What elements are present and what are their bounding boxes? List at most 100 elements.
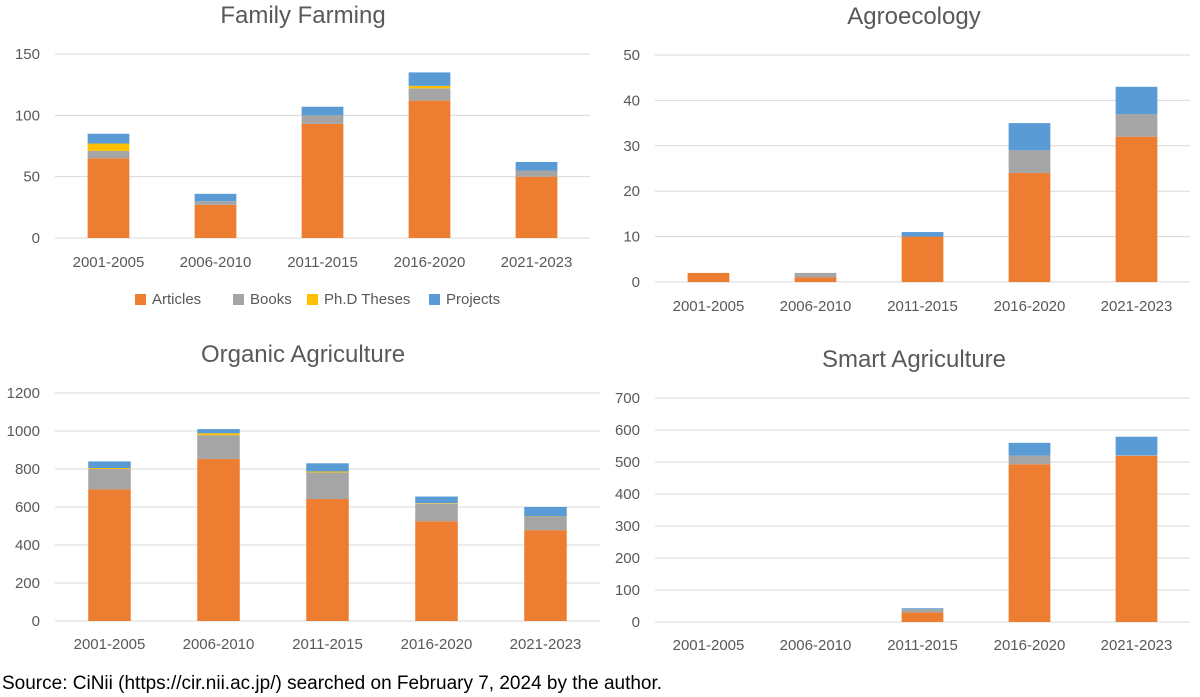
organic-agriculture-title: Organic Agriculture	[201, 341, 405, 368]
smart-agriculture-bar-books-2016-2020	[1008, 455, 1051, 465]
organic-agriculture-bar-books-2021-2023	[524, 516, 567, 531]
family-farming-bar-ph-d-theses-2016-2020	[408, 85, 451, 89]
organic-agriculture-bar-ph-d-theses-2011-2015	[306, 471, 349, 473]
organic-agriculture-xtick-label: 2006-2010	[183, 636, 255, 653]
organic-agriculture-bar-books-2001-2005	[88, 469, 131, 490]
organic-agriculture-ytick-label: 800	[15, 461, 40, 478]
family-farming-bar-articles-2006-2010	[194, 204, 237, 238]
family-farming-bar-projects-2006-2010	[194, 193, 237, 202]
family-farming-bar-projects-2016-2020	[408, 72, 451, 86]
agroecology-bar-books-2021-2023	[1115, 114, 1158, 137]
smart-agriculture-ytick-label: 700	[615, 390, 640, 407]
family-farming-bar-projects-2021-2023	[515, 161, 558, 171]
smart-agriculture-ytick-label: 100	[615, 582, 640, 599]
family-farming-bar-projects-2001-2005	[87, 133, 130, 144]
smart-agriculture-xtick-label: 2011-2015	[887, 637, 958, 654]
organic-agriculture-ytick-label: 0	[32, 613, 40, 630]
family-farming-legend-swatch-articles	[135, 294, 146, 305]
organic-agriculture-ytick-label: 1000	[7, 423, 40, 440]
family-farming-ytick-label: 50	[23, 169, 40, 186]
family-farming-xtick-label: 2016-2020	[394, 254, 466, 271]
organic-agriculture-bar-ph-d-theses-2001-2005	[88, 468, 131, 469]
smart-agriculture-xtick-label: 2006-2010	[780, 637, 852, 654]
organic-agriculture-bar-projects-2001-2005	[88, 461, 131, 469]
organic-agriculture-bar-projects-2016-2020	[415, 496, 458, 504]
organic-agriculture-bar-books-2016-2020	[415, 503, 458, 522]
family-farming-ytick-label: 150	[15, 46, 40, 63]
organic-agriculture-xtick-label: 2016-2020	[401, 636, 473, 653]
family-farming-xtick-label: 2011-2015	[287, 254, 358, 271]
family-farming-bar-ph-d-theses-2001-2005	[87, 143, 130, 151]
smart-agriculture-bar-articles-2011-2015	[901, 612, 944, 622]
organic-agriculture-ytick-label: 400	[15, 537, 40, 554]
agroecology-bar-articles-2021-2023	[1115, 136, 1158, 282]
family-farming-xtick-label: 2006-2010	[180, 254, 252, 271]
agroecology-xtick-label: 2011-2015	[887, 298, 958, 315]
agroecology-xtick-label: 2016-2020	[994, 298, 1066, 315]
smart-agriculture-bar-books-2011-2015	[901, 609, 944, 613]
organic-agriculture-bar-projects-2006-2010	[197, 429, 240, 434]
family-farming-ytick-label: 0	[32, 230, 40, 247]
family-farming-bar-books-2016-2020	[408, 88, 451, 101]
agroecology-bar-projects-2011-2015	[901, 232, 944, 237]
smart-agriculture-ytick-label: 500	[615, 454, 640, 471]
organic-agriculture-bar-ph-d-theses-2016-2020	[415, 503, 458, 504]
family-farming-legend-label-books: Books	[250, 291, 292, 308]
agroecology-ytick-label: 40	[623, 92, 640, 109]
agroecology-title: Agroecology	[847, 3, 980, 30]
agroecology-xtick-label: 2001-2005	[673, 298, 745, 315]
organic-agriculture-bar-books-2011-2015	[306, 472, 349, 500]
agroecology-bar-projects-2016-2020	[1008, 123, 1051, 151]
smart-agriculture-ytick-label: 300	[615, 518, 640, 535]
family-farming-legend-label-articles: Articles	[152, 291, 201, 308]
smart-agriculture-xtick-label: 2021-2023	[1101, 637, 1173, 654]
smart-agriculture-bar-books-2021-2023	[1115, 455, 1158, 456]
organic-agriculture-bar-articles-2016-2020	[415, 521, 458, 621]
family-farming-bar-articles-2001-2005	[87, 158, 130, 238]
smart-agriculture-ytick-label: 0	[632, 614, 640, 631]
family-farming-bar-articles-2016-2020	[408, 100, 451, 238]
smart-agriculture-xtick-label: 2001-2005	[673, 637, 745, 654]
organic-agriculture-bar-articles-2011-2015	[306, 499, 349, 621]
organic-agriculture-bar-books-2006-2010	[197, 435, 240, 459]
agroecology-ytick-label: 0	[632, 274, 640, 291]
smart-agriculture-bar-projects-2011-2015	[901, 608, 944, 610]
smart-agriculture-title: Smart Agriculture	[822, 346, 1006, 373]
agroecology-bar-articles-2011-2015	[901, 236, 944, 282]
smart-agriculture-bar-projects-2016-2020	[1008, 442, 1051, 456]
agroecology-xtick-label: 2006-2010	[780, 298, 852, 315]
family-farming-bar-books-2001-2005	[87, 150, 130, 159]
family-farming-bar-articles-2021-2023	[515, 176, 558, 238]
family-farming-legend-swatch-ph-d-theses	[307, 294, 318, 305]
smart-agriculture-bar-articles-2021-2023	[1115, 455, 1158, 622]
family-farming-bar-books-2011-2015	[301, 115, 344, 124]
smart-agriculture-ytick-label: 600	[615, 422, 640, 439]
agroecology-bar-articles-2016-2020	[1008, 173, 1051, 282]
organic-agriculture-bar-projects-2021-2023	[524, 507, 567, 517]
smart-agriculture-ytick-label: 200	[615, 550, 640, 567]
family-farming-legend-label-projects: Projects	[446, 291, 500, 308]
agroecology-bar-books-2016-2020	[1008, 150, 1051, 174]
family-farming-xtick-label: 2021-2023	[501, 254, 573, 271]
agroecology-ytick-label: 50	[623, 47, 640, 64]
smart-agriculture-bar-articles-2016-2020	[1008, 464, 1051, 622]
agroecology-xtick-label: 2021-2023	[1101, 298, 1173, 315]
organic-agriculture-bar-ph-d-theses-2006-2010	[197, 433, 240, 436]
agroecology-bar-articles-2001-2005	[687, 272, 730, 282]
family-farming-bar-books-2021-2023	[515, 170, 558, 177]
organic-agriculture-xtick-label: 2021-2023	[510, 636, 582, 653]
organic-agriculture-xtick-label: 2011-2015	[292, 636, 363, 653]
organic-agriculture-bar-projects-2011-2015	[306, 463, 349, 472]
agroecology-bar-books-2006-2010	[794, 272, 837, 278]
agroecology-ytick-label: 30	[623, 138, 640, 155]
smart-agriculture-xtick-label: 2016-2020	[994, 637, 1066, 654]
agroecology-ytick-label: 20	[623, 183, 640, 200]
family-farming-bar-books-2006-2010	[194, 201, 237, 205]
organic-agriculture-ytick-label: 1200	[7, 385, 40, 402]
family-farming-legend-swatch-books	[233, 294, 244, 305]
family-farming-legend-swatch-projects	[429, 294, 440, 305]
family-farming-ytick-label: 100	[15, 107, 40, 124]
family-farming-bar-projects-2011-2015	[301, 106, 344, 116]
organic-agriculture-xtick-label: 2001-2005	[74, 636, 146, 653]
